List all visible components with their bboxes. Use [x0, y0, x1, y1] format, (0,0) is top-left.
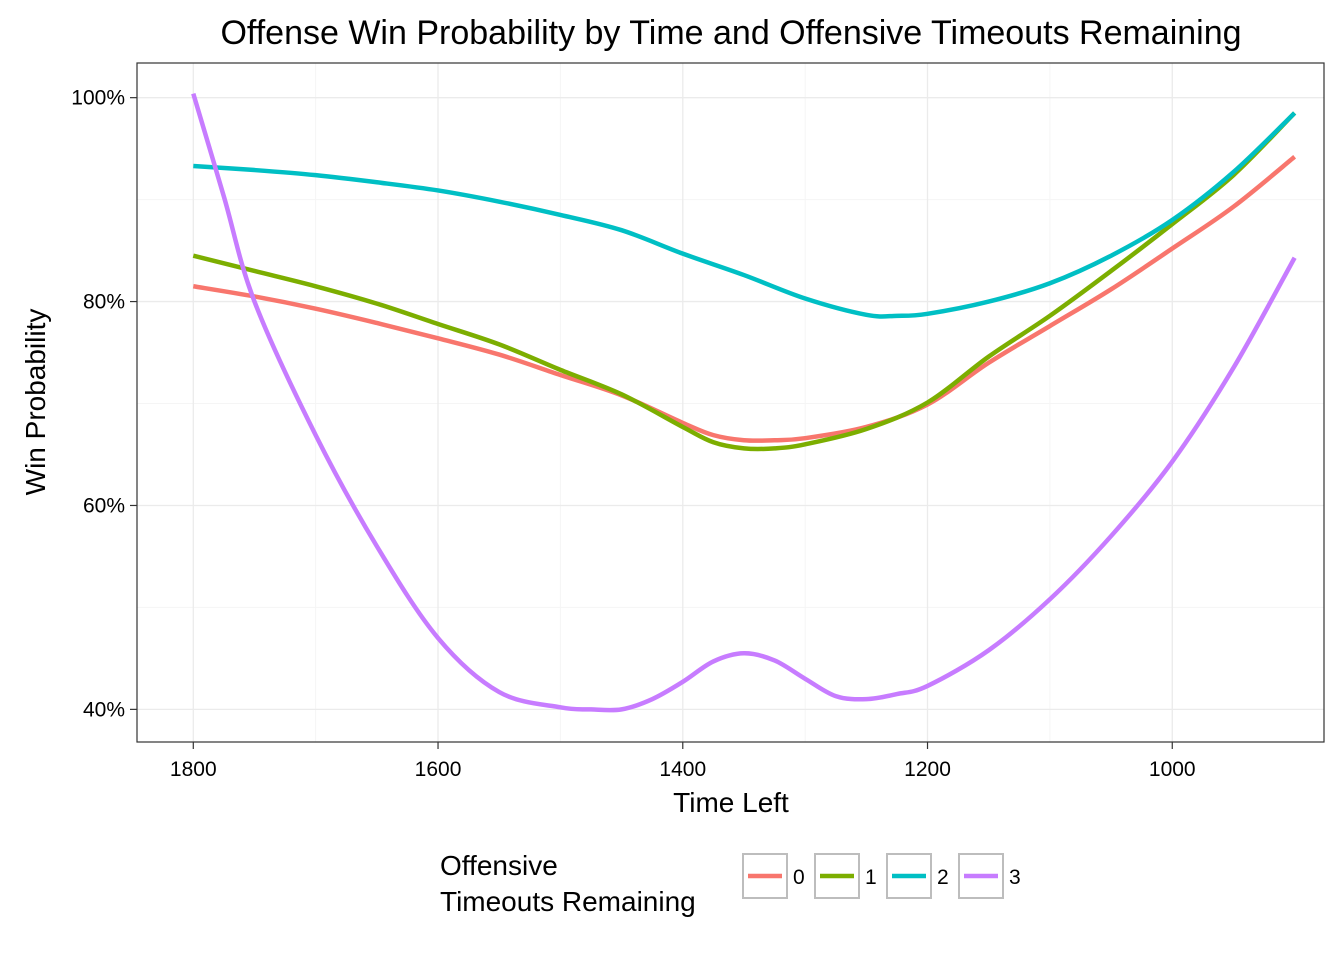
- y-axis: 40% 60% 80% 100%: [71, 87, 137, 721]
- x-tick-label: 1800: [170, 758, 217, 781]
- x-tick-label: 1200: [904, 758, 951, 781]
- legend-label: 2: [937, 866, 949, 889]
- legend-item-3: 3: [958, 853, 1021, 899]
- legend: Offensive Timeouts Remaining 0 1 2 3: [440, 850, 1021, 917]
- x-tick-label: 1000: [1149, 758, 1196, 781]
- y-tick-label: 80%: [83, 291, 125, 314]
- series-line-0: [192, 155, 1297, 443]
- legend-label: 1: [865, 866, 877, 889]
- legend-item-2: 2: [886, 853, 949, 899]
- legend-item-1: 1: [814, 853, 877, 899]
- y-axis-title: Win Probability: [20, 309, 51, 496]
- x-axis: 1800 1600 1400 1200 1000: [170, 742, 1196, 781]
- y-tick-label: 40%: [83, 698, 125, 721]
- legend-items: 0 1 2 3: [742, 853, 1021, 899]
- legend-label: 3: [1009, 866, 1021, 889]
- legend-label: 0: [793, 866, 805, 889]
- legend-title-line-1: Offensive: [440, 850, 558, 881]
- series-line-3: [191, 92, 1297, 713]
- series-line-1: [192, 111, 1297, 452]
- y-tick-label: 100%: [71, 87, 125, 110]
- grid: [137, 63, 1324, 742]
- series-lines: [191, 92, 1297, 713]
- legend-item-0: 0: [742, 853, 805, 899]
- series-line-2: [193, 111, 1297, 319]
- x-tick-label: 1400: [659, 758, 706, 781]
- y-tick-label: 60%: [83, 494, 125, 517]
- x-axis-title: Time Left: [673, 787, 789, 818]
- x-tick-label: 1600: [415, 758, 462, 781]
- panel-border: [136, 62, 1325, 743]
- chart-title: Offense Win Probability by Time and Offe…: [220, 14, 1241, 52]
- legend-title-line-2: Timeouts Remaining: [440, 886, 696, 917]
